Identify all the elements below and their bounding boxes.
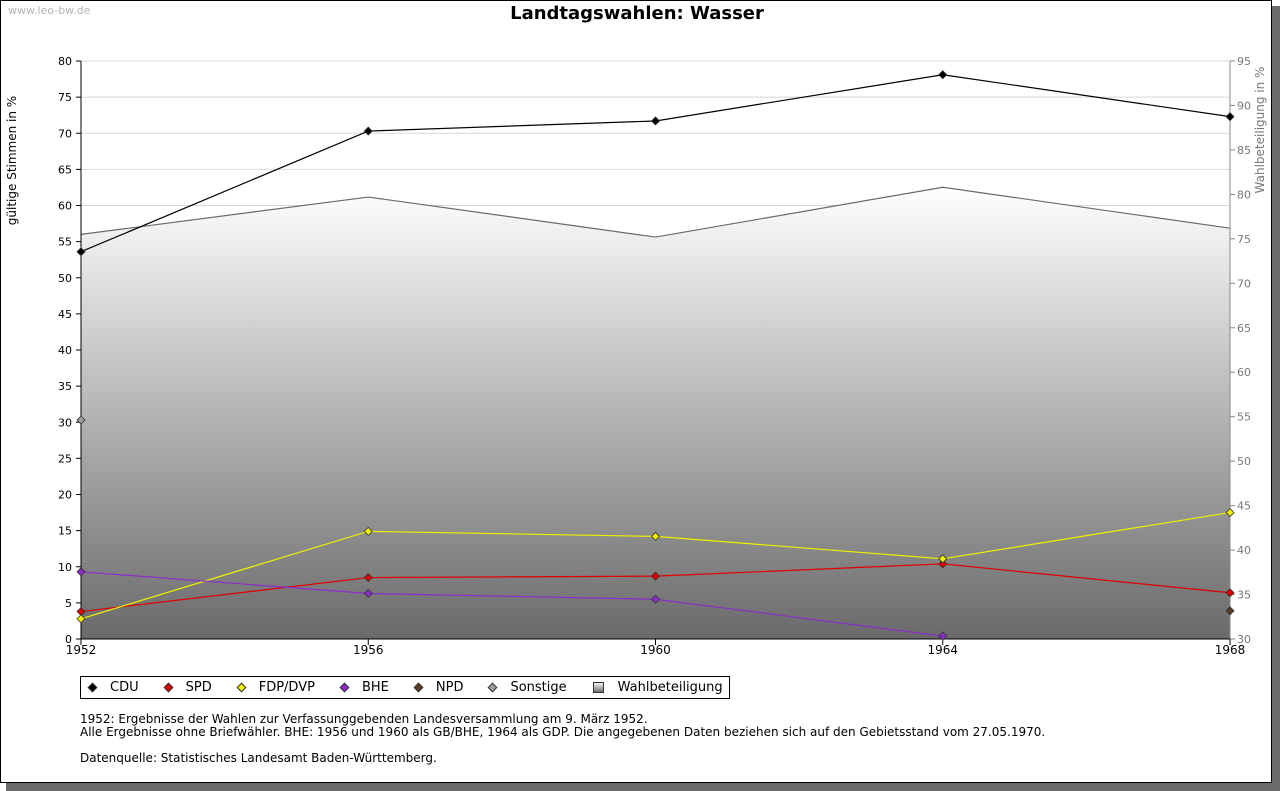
x-tick-label: 1952 — [66, 643, 97, 657]
legend-item-bhe: BHE — [339, 680, 389, 695]
y-tick-label: 60 — [58, 200, 72, 213]
y2-tick-label: 45 — [1237, 500, 1251, 513]
y2-tick-label: 35 — [1237, 589, 1251, 602]
data-point-fdp-dvp — [1225, 507, 1235, 518]
y2-tick-label: 50 — [1237, 455, 1251, 468]
legend-label-fdp-dvp: FDP/DVP — [258, 680, 315, 695]
data-point-cdu — [650, 116, 661, 126]
axis-labels: 0 5 10 15 20 25 30 35 40 45 50 55 60 65 70 75 80 30 35 40 45… — [5, 55, 1267, 657]
y-tick-label: 5 — [65, 597, 72, 610]
legend-marker-npd — [413, 682, 424, 693]
x-tick-label: 1964 — [927, 643, 958, 657]
y2-tick-label: 40 — [1237, 544, 1251, 557]
data-point-cdu — [938, 70, 948, 80]
frame-shadow-right — [1272, 6, 1280, 791]
data-point-cdu — [76, 247, 86, 257]
data-point-bhe — [650, 594, 661, 604]
y-tick-label: 40 — [58, 344, 72, 357]
series-line-bhe — [80, 571, 943, 637]
turnout-area-fill — [81, 187, 1230, 640]
y2-tick-label: 60 — [1237, 366, 1251, 379]
frame-shadow-bottom — [6, 783, 1280, 791]
y-tick-label: 35 — [58, 380, 72, 393]
axes — [76, 60, 1235, 645]
y2-tick-label: 90 — [1237, 99, 1251, 112]
legend-label-wahlbeteiligung: Wahlbeteiligung — [617, 680, 723, 695]
legend-marker-fdp-dvp — [236, 682, 247, 693]
footnotes: 1952: Ergebnisse der Wahlen zur Verfassu… — [80, 713, 1045, 765]
x-tick-label: 1956 — [353, 643, 384, 657]
legend-item-spd: SPD — [163, 680, 212, 695]
legend-item-npd: NPD — [413, 680, 464, 695]
data-source: Datenquelle: Statistisches Landesamt Bad… — [80, 751, 437, 765]
watermark: www.leo-bw.de — [8, 4, 91, 17]
y2-tick-label: 65 — [1237, 322, 1251, 335]
y-tick-label: 55 — [58, 236, 72, 249]
legend-item-fdp-dvp: FDP/DVP — [236, 680, 315, 695]
y-axis-title: gültige Stimmen in % — [5, 96, 19, 225]
turnout-line — [80, 186, 1231, 238]
legend-label-npd: NPD — [435, 680, 464, 695]
legend: CDU SPD FDP/DVP BHE NPD Sonstige Wahlbeteiligu… — [80, 676, 730, 699]
data-point-cdu — [363, 126, 373, 136]
y2-tick-label: 85 — [1237, 144, 1251, 157]
legend-marker-bhe — [339, 682, 350, 693]
footnote-2: Alle Ergebnisse ohne Briefwähler. BHE: 1… — [80, 725, 1046, 739]
data-point-fdp-dvp — [938, 554, 948, 564]
turnout-area — [80, 186, 1231, 640]
data-point-spd — [1225, 588, 1235, 598]
y2-tick-label: 95 — [1237, 55, 1251, 68]
data-point-sonstige — [76, 415, 86, 425]
data-point-fdp-dvp — [363, 526, 373, 536]
y-tick-label: 50 — [58, 272, 72, 285]
y-tick-label: 25 — [58, 452, 72, 465]
legend-label-spd: SPD — [185, 680, 212, 695]
legend-marker-cdu — [87, 682, 98, 693]
legend-item-wahlbeteiligung: Wahlbeteiligung — [592, 680, 723, 695]
data-point-fdp-dvp — [76, 614, 86, 624]
legend-item-cdu: CDU — [87, 680, 139, 695]
data-point-spd — [363, 573, 373, 583]
y2-tick-label: 55 — [1237, 411, 1251, 424]
data-point-bhe — [76, 567, 86, 577]
y2-axis-title: Wahlbeteiligung in % — [1253, 67, 1267, 194]
data-point-fdp-dvp — [650, 531, 661, 541]
y-tick-label: 30 — [58, 416, 72, 429]
line-chart: 0 5 10 15 20 25 30 35 40 45 50 55 60 65 70 75 80 30 35 40 45… — [5, 55, 1267, 657]
y2-tick-label: 75 — [1237, 233, 1251, 246]
legend-label-bhe: BHE — [361, 680, 389, 695]
y-tick-label: 45 — [58, 308, 72, 321]
legend-marker-wahlbeteiligung — [592, 682, 604, 693]
y-tick-label: 20 — [58, 489, 72, 502]
x-tick-label: 1960 — [640, 643, 671, 657]
y2-tick-label: 70 — [1237, 277, 1251, 290]
data-points — [76, 70, 1235, 641]
y2-tick-label: 80 — [1237, 188, 1251, 201]
y-tick-label: 70 — [58, 127, 72, 140]
legend-label-sonstige: Sonstige — [510, 680, 567, 695]
data-point-cdu — [1225, 112, 1235, 122]
data-point-bhe — [363, 588, 373, 599]
data-point-spd — [938, 559, 948, 569]
y-tick-label: 15 — [58, 525, 72, 538]
y-tick-label: 10 — [58, 561, 72, 574]
y-tick-label: 65 — [58, 163, 72, 176]
data-point-bhe — [938, 631, 948, 641]
x-tick-label: 1968 — [1215, 643, 1246, 657]
y2-tick-label: 30 — [1237, 633, 1251, 646]
y-tick-label: 80 — [58, 55, 72, 68]
y-tick-label: 75 — [58, 91, 72, 104]
legend-marker-sonstige — [488, 682, 498, 693]
legend-label-cdu: CDU — [110, 680, 139, 695]
y-tick-label: 0 — [65, 633, 72, 646]
data-point-spd — [650, 571, 661, 581]
footnote-1: 1952: Ergebnisse der Wahlen zur Verfassu… — [80, 712, 648, 726]
data-point-npd — [1225, 606, 1235, 616]
legend-item-sonstige: Sonstige — [488, 680, 567, 695]
chart-title: Landtagswahlen: Wasser — [510, 3, 764, 24]
legend-marker-spd — [163, 682, 174, 693]
